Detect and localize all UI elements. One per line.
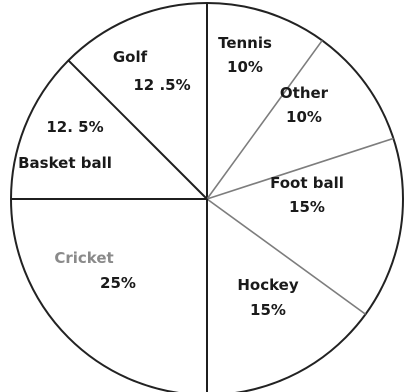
slice-boundary-4 bbox=[206, 198, 367, 315]
slice-value-golf: 12 .5% bbox=[133, 76, 190, 94]
slice-value-cricket: 25% bbox=[100, 274, 136, 292]
slice-value-football: 15% bbox=[289, 198, 325, 216]
slice-label-tennis: Tennis bbox=[218, 34, 272, 52]
slice-value-other: 10% bbox=[286, 108, 322, 126]
slice-labels: Tennis 10% Other 10% Foot ball 15% Hocke… bbox=[18, 34, 344, 319]
slice-label-golf: Golf bbox=[113, 48, 148, 66]
slice-value-basketball: 12. 5% bbox=[46, 118, 103, 136]
slice-boundary-7 bbox=[67, 59, 208, 200]
slice-boundary-2 bbox=[206, 39, 323, 200]
slice-value-tennis: 10% bbox=[227, 58, 263, 76]
slice-boundary-3 bbox=[206, 137, 394, 200]
slice-label-football: Foot ball bbox=[270, 174, 344, 192]
slice-label-cricket: Cricket bbox=[54, 249, 113, 267]
slice-separators bbox=[11, 3, 394, 392]
slice-label-basketball: Basket ball bbox=[18, 154, 112, 172]
slice-label-other: Other bbox=[280, 84, 329, 102]
slice-value-hockey: 15% bbox=[250, 301, 286, 319]
slice-label-hockey: Hockey bbox=[237, 276, 298, 294]
